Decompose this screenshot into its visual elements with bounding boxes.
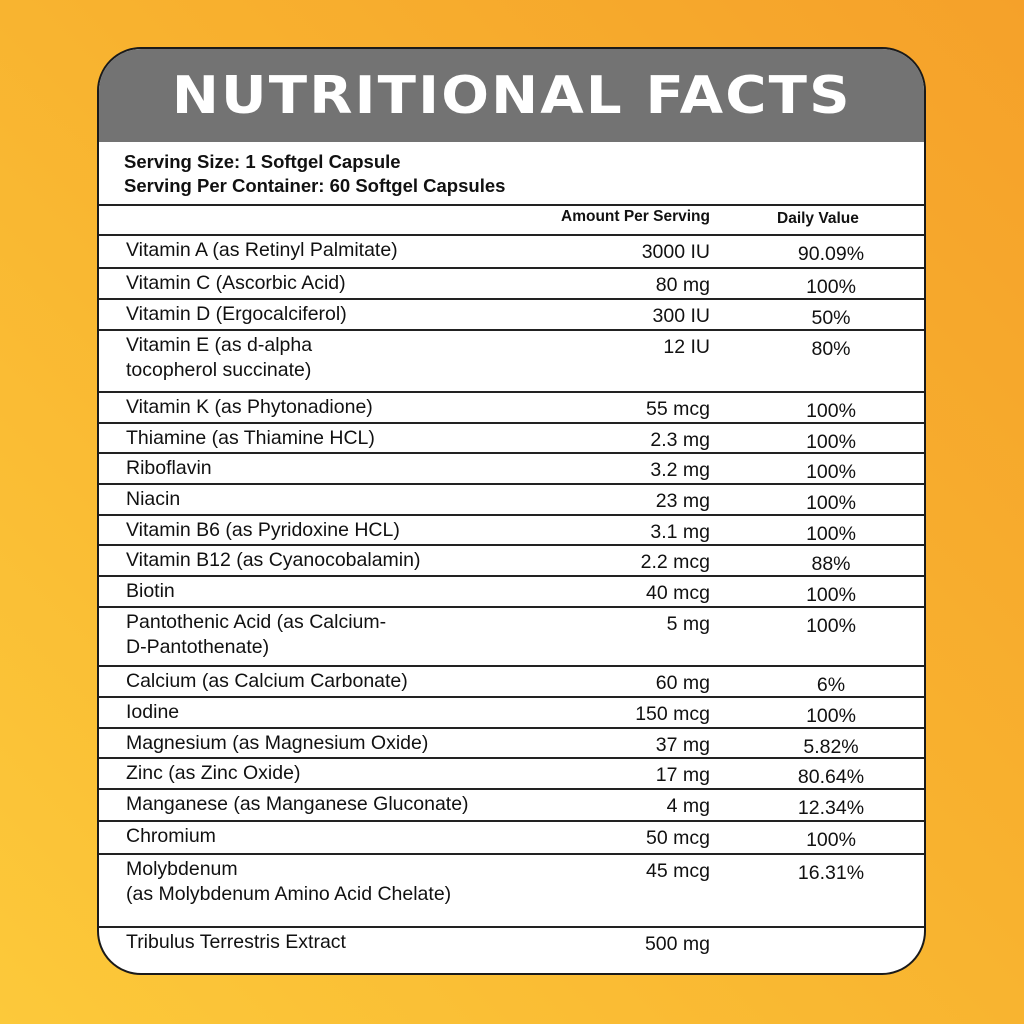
nutrient-amount: 17 mg [655, 764, 710, 786]
nutrient-name: Pantothenic Acid (as Calcium- D-Pantothe… [126, 611, 387, 658]
nutrient-daily-value: 100% [806, 276, 856, 298]
nutrient-daily-value: 100% [806, 400, 856, 422]
nutrient-name: Vitamin D (Ergocalciferol) [126, 303, 347, 325]
nutrient-amount: 500 mg [644, 933, 710, 955]
panel-title: NUTRITIONAL FACTS [171, 65, 852, 126]
nutrient-amount: 37 mg [655, 734, 710, 756]
nutrient-amount: 12 IU [663, 336, 710, 358]
nutrient-daily-value: 100% [806, 523, 856, 545]
nutrient-daily-value: 100% [806, 431, 856, 453]
table-row: Pantothenic Acid (as Calcium- D-Pantothe… [99, 608, 924, 667]
table-row: Vitamin D (Ergocalciferol) 300 IU 50% [99, 300, 924, 331]
nutrient-daily-value: 88% [811, 553, 851, 575]
nutrient-name: Vitamin E (as d-alpha tocopherol succina… [126, 334, 313, 381]
table-row: Vitamin E (as d-alpha tocopherol succina… [99, 331, 924, 393]
nutrient-amount: 5 mg [666, 613, 710, 635]
table-row: Vitamin K (as Phytonadione) 55 mcg 100% [99, 393, 924, 424]
nutrient-name: Zinc (as Zinc Oxide) [126, 762, 301, 784]
amount-column-header: Amount Per Serving [561, 208, 710, 225]
table-row: Calcium (as Calcium Carbonate) 60 mg 6% [99, 667, 924, 698]
nutrient-name: Riboflavin [126, 457, 212, 479]
nutrient-name: Biotin [126, 580, 175, 602]
table-row: Vitamin A (as Retinyl Palmitate) 3000 IU 9… [99, 236, 924, 269]
nutrient-amount: 55 mcg [646, 398, 710, 420]
nutrient-name: Vitamin B12 (as Cyanocobalamin) [126, 549, 421, 571]
nutrient-daily-value: 90.09% [797, 243, 865, 265]
nutrient-amount: 23 mg [655, 490, 710, 512]
nutrient-daily-value: 100% [806, 829, 856, 851]
nutrient-amount: 150 mcg [635, 703, 710, 725]
table-row: Niacin 23 mg 100% [99, 485, 924, 516]
table-row: Iodine 150 mcg 100% [99, 698, 924, 729]
nutrient-amount: 60 mg [655, 672, 710, 694]
nutrient-daily-value: 80% [811, 338, 851, 360]
nutrient-amount: 3.2 mg [650, 459, 710, 481]
table-row: Zinc (as Zinc Oxide) 17 mg 80.64% [99, 759, 924, 790]
nutrient-daily-value: 5.82% [803, 736, 859, 758]
table-row: Vitamin B6 (as Pyridoxine HCL) 3.1 mg 100% [99, 516, 924, 546]
nutrient-amount: 2.3 mg [650, 429, 710, 451]
nutrient-daily-value: 100% [806, 705, 856, 727]
nutrient-amount: 4 mg [666, 795, 710, 817]
nutrient-name: Vitamin A (as Retinyl Palmitate) [126, 239, 398, 261]
nutrient-name: Vitamin C (Ascorbic Acid) [126, 272, 346, 294]
nutrient-daily-value: 100% [806, 615, 856, 637]
table-row: Vitamin C (Ascorbic Acid) 80 mg 100% [99, 269, 924, 300]
nutrient-name: Chromium [126, 825, 216, 847]
nutrient-daily-value: 80.64% [797, 766, 865, 788]
panel-header: NUTRITIONAL FACTS [99, 49, 924, 142]
nutrient-amount: 40 mcg [646, 582, 710, 604]
table-row: Molybdenum (as Molybdenum Amino Acid Che… [99, 855, 924, 928]
nutrient-daily-value: 100% [806, 584, 856, 606]
table-row: Riboflavin 3.2 mg 100% [99, 454, 924, 485]
nutrient-name: Vitamin B6 (as Pyridoxine HCL) [126, 519, 400, 541]
daily-value-column-header: Daily Value [777, 210, 859, 227]
serving-info: Serving Size: 1 Softgel Capsule Serving … [99, 142, 924, 204]
table-row: Thiamine (as Thiamine HCL) 2.3 mg 100% [99, 424, 924, 454]
nutrient-name: Thiamine (as Thiamine HCL) [126, 427, 375, 449]
nutrient-amount: 3.1 mg [650, 521, 710, 543]
servings-per-container: Serving Per Container: 60 Softgel Capsul… [124, 175, 506, 196]
table-row: Vitamin B12 (as Cyanocobalamin) 2.2 mcg 88… [99, 546, 924, 577]
nutrient-amount: 50 mcg [646, 827, 710, 849]
nutrient-amount: 2.2 mcg [640, 551, 710, 573]
nutrient-daily-value: 50% [811, 307, 851, 329]
table-row: Manganese (as Manganese Gluconate) 4 mg 12… [99, 790, 924, 822]
nutrient-daily-value: 12.34% [797, 797, 865, 819]
nutrient-amount: 45 mcg [646, 860, 710, 882]
nutrient-name: Tribulus Terrestris Extract [126, 931, 346, 953]
nutrient-daily-value: 100% [806, 461, 856, 483]
table-row: Chromium 50 mcg 100% [99, 822, 924, 855]
nutrient-name: Iodine [126, 701, 180, 723]
table-row: Biotin 40 mcg 100% [99, 577, 924, 608]
table-row: Tribulus Terrestris Extract 500 mg [99, 928, 924, 968]
nutrient-amount: 3000 IU [641, 241, 710, 263]
nutrient-daily-value: 16.31% [797, 862, 865, 884]
serving-size: Serving Size: 1 Softgel Capsule [124, 151, 401, 172]
nutrient-daily-value: 6% [816, 674, 846, 696]
nutrient-name: Niacin [126, 488, 181, 510]
nutrient-name: Magnesium (as Magnesium Oxide) [126, 732, 429, 754]
nutrient-table: Vitamin A (as Retinyl Palmitate) 3000 IU 9… [99, 236, 924, 968]
nutrient-amount: 80 mg [655, 274, 710, 296]
nutrient-amount: 300 IU [652, 305, 710, 327]
nutrient-name: Calcium (as Calcium Carbonate) [126, 670, 408, 692]
nutrient-name: Manganese (as Manganese Gluconate) [126, 793, 469, 815]
nutrient-name: Molybdenum (as Molybdenum Amino Acid Che… [126, 858, 452, 905]
column-headers: Amount Per Serving Daily Value [99, 204, 924, 236]
nutrition-facts-panel: NUTRITIONAL FACTS Serving Size: 1 Softge… [97, 47, 926, 975]
table-row: Magnesium (as Magnesium Oxide) 37 mg 5.82% [99, 729, 924, 759]
nutrient-name: Vitamin K (as Phytonadione) [126, 396, 373, 418]
nutrient-daily-value: 100% [806, 492, 856, 514]
